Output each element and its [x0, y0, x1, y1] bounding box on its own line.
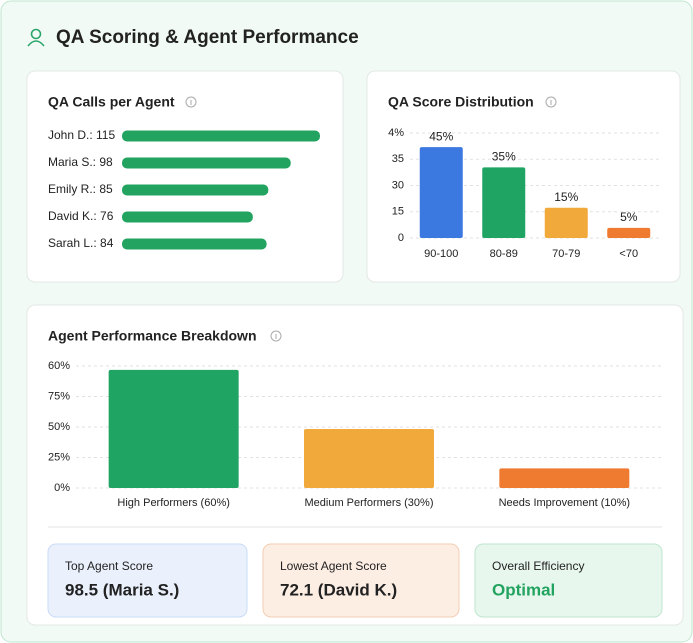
x-tick-label: 80-89: [490, 248, 518, 260]
x-tick-label: High Performers (60%): [117, 497, 229, 509]
chart-title: QA Calls per Agent: [48, 94, 175, 110]
stat-label: Lowest Agent Score: [280, 559, 387, 573]
info-icons: [185, 96, 557, 342]
y-tick-label: 35: [392, 153, 404, 165]
stat-card: [47, 543, 248, 618]
bar-label: John D.: 115: [48, 128, 115, 142]
stat-card: [262, 543, 460, 618]
bar: [122, 238, 267, 250]
bar: [122, 184, 269, 196]
value-label: 35%: [492, 149, 516, 163]
page-title: QA Scoring & Agent Performance: [56, 27, 359, 48]
y-tick-label: 25%: [48, 451, 70, 463]
stat-card: [474, 543, 663, 618]
value-label: 45%: [429, 129, 453, 143]
value-label: 15%: [554, 190, 578, 204]
chart-title: Agent Performance Breakdown: [48, 328, 257, 344]
chart-title: QA Score Distribution: [388, 94, 534, 110]
bar: [607, 227, 651, 238]
card: [26, 70, 344, 283]
stat-label: Top Agent Score: [65, 559, 153, 573]
x-tick-label: Medium Performers (30%): [305, 497, 434, 509]
bar-label: Sarah L.: 84: [48, 236, 114, 250]
bar-label: David K.: 76: [48, 209, 114, 223]
y-tick-label: 0: [398, 232, 404, 244]
x-tick-label: 70-79: [552, 248, 580, 260]
bar: [122, 157, 291, 169]
bar: [499, 468, 630, 488]
bar: [304, 428, 434, 488]
x-tick-label: Needs Improvement (10%): [499, 497, 630, 509]
y-tick-label: 15: [392, 206, 404, 218]
bar-label: Emily R.: 85: [48, 182, 113, 196]
bar: [419, 147, 463, 238]
stat-value: Optimal: [492, 580, 555, 599]
bar: [122, 211, 253, 223]
x-tick-label: <70: [619, 248, 638, 260]
value-label: 5%: [620, 210, 638, 224]
stat-label: Overall Efficiency: [492, 559, 584, 573]
x-tick-label: 90-100: [424, 248, 458, 260]
y-tick-label: 60%: [48, 360, 70, 372]
stat-value: 98.5 (Maria S.): [65, 580, 179, 599]
bar: [122, 130, 320, 142]
bar: [482, 167, 526, 238]
bar-label: Maria S.: 98: [48, 155, 113, 169]
stat-value: 72.1 (David K.): [280, 580, 397, 599]
y-tick-label: 75%: [48, 390, 70, 402]
y-tick-label: 30: [392, 179, 404, 191]
bar: [108, 369, 239, 488]
y-tick-label: 0%: [54, 482, 70, 494]
user-icon: [27, 28, 45, 47]
y-tick-label: 50%: [48, 421, 70, 433]
bar: [544, 207, 588, 238]
y-tick-label: 4%: [388, 127, 404, 139]
